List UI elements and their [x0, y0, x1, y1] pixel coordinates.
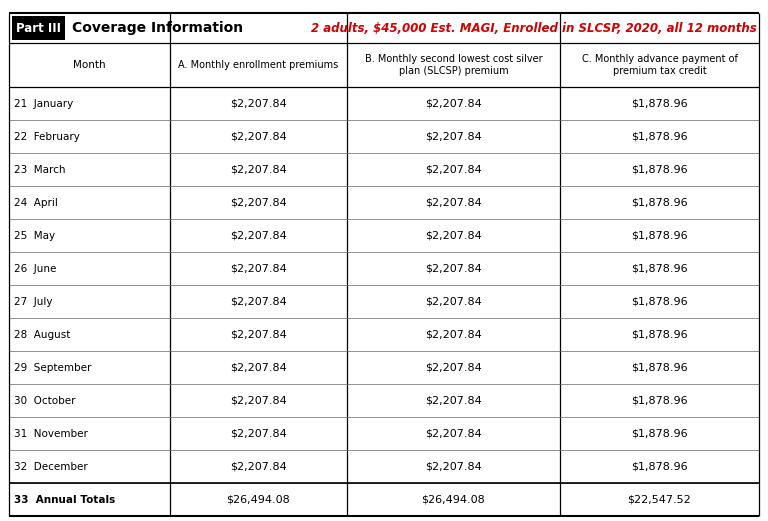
Text: 27  July: 27 July — [14, 296, 52, 306]
Text: $2,207.84: $2,207.84 — [425, 363, 482, 373]
Text: $2,207.84: $2,207.84 — [230, 296, 286, 306]
Text: $26,494.08: $26,494.08 — [422, 494, 485, 504]
Text: $1,878.96: $1,878.96 — [631, 296, 688, 306]
Text: Month: Month — [74, 60, 106, 70]
Text: 28  August: 28 August — [14, 329, 70, 340]
Text: $1,878.96: $1,878.96 — [631, 165, 688, 175]
Text: $2,207.84: $2,207.84 — [425, 98, 482, 108]
Text: 21  January: 21 January — [14, 98, 73, 108]
Text: 25  May: 25 May — [14, 230, 55, 241]
Text: $2,207.84: $2,207.84 — [230, 462, 286, 472]
Text: $1,878.96: $1,878.96 — [631, 429, 688, 439]
Text: $1,878.96: $1,878.96 — [631, 131, 688, 142]
Text: 32  December: 32 December — [14, 462, 88, 472]
Text: $2,207.84: $2,207.84 — [230, 131, 286, 142]
Text: 30  October: 30 October — [14, 395, 75, 405]
Text: 33  Annual Totals: 33 Annual Totals — [14, 494, 115, 504]
Text: $2,207.84: $2,207.84 — [425, 264, 482, 274]
Text: $2,207.84: $2,207.84 — [425, 429, 482, 439]
Text: $2,207.84: $2,207.84 — [425, 329, 482, 340]
Text: $2,207.84: $2,207.84 — [425, 296, 482, 306]
Text: 26  June: 26 June — [14, 264, 56, 274]
Text: B. Monthly second lowest cost silver
plan (SLCSP) premium: B. Monthly second lowest cost silver pla… — [365, 54, 542, 76]
Text: $1,878.96: $1,878.96 — [631, 395, 688, 405]
Text: $2,207.84: $2,207.84 — [230, 363, 286, 373]
Text: 24  April: 24 April — [14, 197, 58, 207]
Text: $1,878.96: $1,878.96 — [631, 197, 688, 207]
Text: 2 adults, $45,000 Est. MAGI, Enrolled in SLCSP, 2020, all 12 months: 2 adults, $45,000 Est. MAGI, Enrolled in… — [311, 21, 756, 34]
Text: $1,878.96: $1,878.96 — [631, 462, 688, 472]
Text: $1,878.96: $1,878.96 — [631, 363, 688, 373]
Text: 31  November: 31 November — [14, 429, 88, 439]
Text: $22,547.52: $22,547.52 — [627, 494, 691, 504]
Text: 22  February: 22 February — [14, 131, 80, 142]
Text: $2,207.84: $2,207.84 — [230, 329, 286, 340]
Text: $2,207.84: $2,207.84 — [230, 264, 286, 274]
Text: $1,878.96: $1,878.96 — [631, 329, 688, 340]
Text: $2,207.84: $2,207.84 — [425, 165, 482, 175]
Text: C. Monthly advance payment of
premium tax credit: C. Monthly advance payment of premium ta… — [581, 54, 737, 76]
Text: 29  September: 29 September — [14, 363, 91, 373]
Text: $2,207.84: $2,207.84 — [425, 230, 482, 241]
Text: $2,207.84: $2,207.84 — [425, 197, 482, 207]
Text: $2,207.84: $2,207.84 — [425, 395, 482, 405]
Text: $2,207.84: $2,207.84 — [425, 131, 482, 142]
Text: $1,878.96: $1,878.96 — [631, 264, 688, 274]
Text: 23  March: 23 March — [14, 165, 65, 175]
Text: $2,207.84: $2,207.84 — [230, 429, 286, 439]
Text: Coverage Information: Coverage Information — [72, 21, 243, 35]
Text: $2,207.84: $2,207.84 — [230, 395, 286, 405]
Text: $1,878.96: $1,878.96 — [631, 230, 688, 241]
Text: $1,878.96: $1,878.96 — [631, 98, 688, 108]
Text: $2,207.84: $2,207.84 — [230, 98, 286, 108]
Text: A. Monthly enrollment premiums: A. Monthly enrollment premiums — [178, 60, 339, 70]
Text: $2,207.84: $2,207.84 — [425, 462, 482, 472]
Text: $2,207.84: $2,207.84 — [230, 230, 286, 241]
Text: $2,207.84: $2,207.84 — [230, 165, 286, 175]
Bar — [12, 16, 65, 40]
Text: $2,207.84: $2,207.84 — [230, 197, 286, 207]
Text: $26,494.08: $26,494.08 — [227, 494, 290, 504]
Text: Part III: Part III — [16, 21, 61, 34]
